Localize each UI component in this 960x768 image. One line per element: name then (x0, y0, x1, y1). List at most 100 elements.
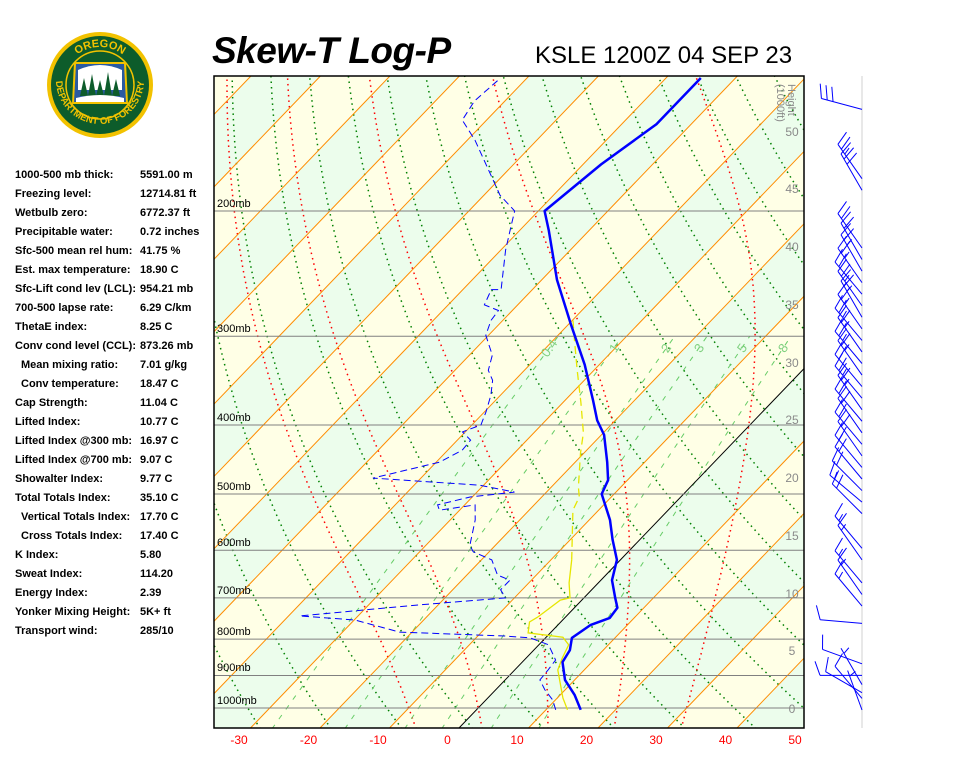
stat-label: Wetbulb zero: (15, 207, 88, 219)
wind-barb-shaft (837, 271, 863, 307)
dewpoint-profile (299, 77, 557, 710)
wind-barb-flag (840, 223, 852, 236)
stat-value: 11.04 C (140, 397, 178, 409)
stat-label: Total Totals Index: (15, 492, 111, 504)
moist-adiabat (226, 76, 417, 728)
pressure-label: 300mb (217, 323, 251, 336)
wind-barb-flag (825, 85, 828, 101)
wind-barb-half-flag (844, 344, 850, 351)
wind-barb-half-flag (840, 524, 847, 531)
wind-barb-flag (834, 503, 843, 517)
wind-barb-flag (837, 328, 847, 341)
wind-barb-half-flag (844, 251, 850, 259)
dry-adiabat (915, 53, 960, 729)
dry-adiabat (386, 76, 757, 728)
temperature-band (876, 76, 960, 728)
wind-barb (837, 131, 863, 179)
stat-value: 2.39 (140, 587, 162, 599)
isotherm (214, 76, 530, 405)
wind-barb (840, 142, 863, 191)
wind-barb (834, 295, 863, 341)
wind-barb-half-flag (838, 514, 844, 521)
moist-adiabat (286, 76, 483, 728)
stat-value: 5.80 (140, 549, 162, 561)
temperature-band (214, 79, 804, 728)
stat-value: 17.40 C (140, 530, 179, 542)
stat-value: 10.77 C (140, 416, 179, 428)
wind-barb-flag (831, 86, 834, 102)
wind-barb-flag (838, 345, 847, 360)
wind-barb-shaft (837, 247, 863, 283)
wind-barb-flag (834, 537, 843, 552)
wind-barb-flag (834, 295, 843, 309)
wind-barb (834, 375, 863, 422)
wind-barb-shaft (837, 375, 863, 410)
isotherm (597, 512, 804, 728)
temperature-band (807, 76, 960, 728)
wind-barb-flag (834, 248, 843, 263)
wind-barb-flag (843, 274, 855, 287)
wind-barb (837, 328, 863, 376)
dry-adiabat (801, 53, 960, 729)
wind-barb-flag (837, 385, 847, 399)
wind-barb-flag (834, 341, 843, 355)
stat-value: 6772.37 ft (140, 207, 191, 219)
stat-value: 954.21 mb (140, 283, 194, 295)
stat-label: Energy Index: (15, 587, 88, 599)
height-tick-label: 10 (785, 586, 799, 601)
stat-value: 285/10 (140, 625, 174, 637)
wind-barb-flag (834, 318, 843, 332)
pressure-label: 900mb (217, 662, 251, 675)
wind-barb-shaft (831, 483, 863, 515)
height-axis-title: Height (1000ft) (774, 84, 797, 122)
height-tick-label: 50 (785, 124, 799, 139)
isotherm (807, 76, 960, 728)
temperature-band (214, 76, 804, 694)
stat-label: Lifted Index: (15, 416, 81, 428)
wind-barb-shaft (837, 213, 863, 249)
pressure-label: 600mb (217, 537, 251, 550)
wind-barb-half-flag (844, 297, 850, 305)
wind-barb-flag (837, 409, 847, 422)
wind-barb-shaft (834, 365, 863, 399)
wind-barb-half-flag (844, 147, 850, 155)
wind-barb-shaft (834, 354, 863, 387)
wind-barb-shaft (837, 525, 863, 561)
wetbulb-profile (527, 559, 573, 711)
wind-barb (831, 447, 863, 491)
wind-barb-half-flag (842, 333, 847, 341)
wind-barb (834, 503, 863, 549)
wind-barb-flag (840, 413, 851, 427)
wind-barb (837, 201, 863, 249)
height-tick-label: 40 (785, 240, 799, 254)
stat-label: Freezing level: (15, 188, 92, 200)
wind-barb-flag (843, 147, 855, 160)
dry-adiabat (953, 53, 960, 729)
svg-text:OREGON: OREGON (72, 38, 127, 57)
mixing-ratio-line (490, 335, 751, 728)
wind-barb-flag (846, 152, 858, 165)
temperature-tick-label: 10 (510, 733, 524, 747)
wind-barb-flag (837, 131, 847, 145)
wind-barb (819, 83, 863, 110)
wind-barb (837, 513, 863, 561)
wind-barb-half-flag (844, 378, 850, 386)
wind-barb-flag (837, 201, 847, 214)
temperature-tick-label: 40 (718, 733, 733, 747)
wind-barb-shaft (821, 98, 863, 110)
wind-barb (834, 318, 863, 364)
wind-barb-shaft (831, 460, 863, 491)
wind-barb-shaft (834, 261, 863, 295)
wind-barb-half-flag (842, 310, 847, 318)
pressure-label: 500mb (217, 480, 251, 493)
isotherm (250, 150, 804, 728)
stat-label: Est. max temperature: (15, 264, 131, 276)
stat-value: 35.10 C (140, 492, 179, 504)
isotherm (214, 76, 738, 622)
isotherm (214, 76, 460, 333)
wind-barb (837, 547, 863, 595)
mixing-ratio-line (271, 335, 559, 728)
wind-barb-shaft (840, 234, 863, 272)
wind-barb-shaft (820, 619, 863, 624)
dry-adiabat (839, 53, 960, 729)
